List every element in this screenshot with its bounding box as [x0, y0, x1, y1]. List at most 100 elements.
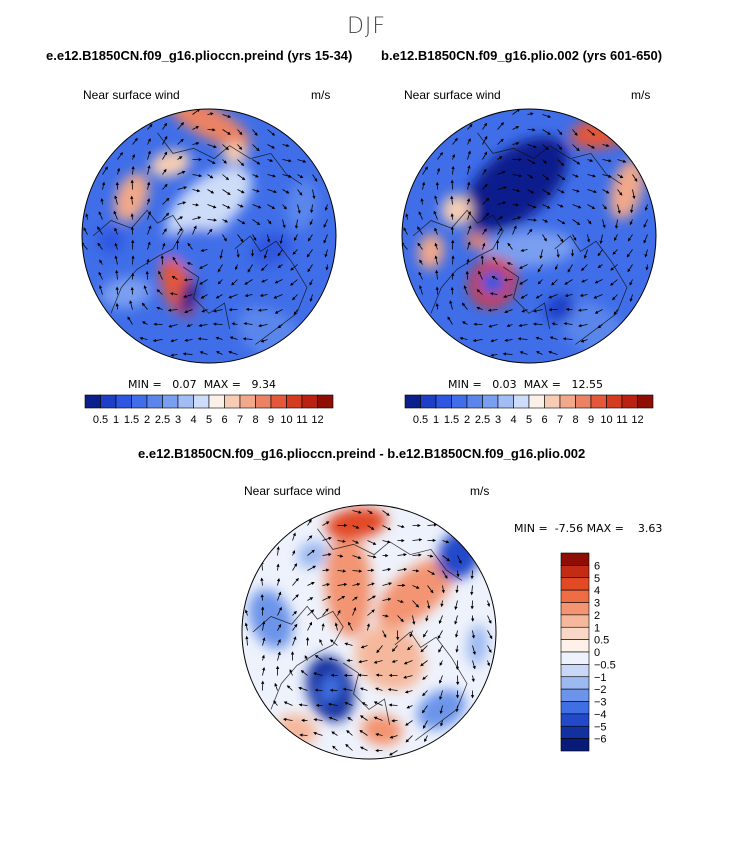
wind-vector-head — [371, 582, 375, 586]
wind-vector-head — [580, 339, 585, 343]
wind-vector-head — [539, 255, 543, 260]
wind-vector-head — [268, 220, 272, 225]
wind-vector-head — [517, 337, 522, 341]
colorbar-swatch — [637, 394, 654, 409]
wind-vector-head — [495, 239, 500, 243]
wind-vector-head — [179, 227, 183, 232]
wind-vector-head — [421, 181, 426, 186]
wind-vector-head — [358, 659, 362, 664]
colorbar-tick-label: 10 — [280, 414, 292, 426]
wind-vector-head — [262, 667, 266, 671]
coastline — [182, 266, 230, 329]
wind-vector-head — [152, 338, 157, 343]
wind-vector-head — [217, 280, 222, 285]
wind-vector-head — [610, 282, 614, 286]
wind-vector-head — [359, 715, 364, 719]
wind-vector-head — [559, 131, 563, 136]
wind-vector-head — [330, 673, 334, 677]
wind-vector-head — [348, 621, 352, 626]
wind-vector-head — [146, 181, 151, 186]
wind-vector-head — [576, 147, 580, 152]
wind-vector-head — [199, 281, 203, 285]
wind-vector-head — [404, 690, 409, 694]
colorbar-swatch — [575, 394, 592, 409]
wind-vector-head — [388, 673, 393, 678]
wind-vector-head — [402, 583, 406, 587]
wind-vector-head — [271, 145, 275, 149]
colorbar-swatch — [420, 394, 437, 409]
colorbar-tick-label: 6 — [594, 560, 600, 572]
wind-vector-head — [200, 295, 205, 299]
wind-vector-head — [292, 532, 296, 536]
wind-vector-head — [608, 159, 612, 163]
colorbar-tick-label: 6 — [221, 414, 227, 426]
wind-vector-head — [530, 112, 534, 116]
wind-vector-head — [311, 582, 315, 585]
wind-vector-head — [520, 248, 524, 252]
wind-vector-head — [485, 212, 490, 217]
wind-vector-head — [294, 225, 299, 229]
map-boundary — [241, 504, 497, 760]
colorbar-swatch — [621, 394, 638, 409]
panel2-max-value: 12.55 — [571, 378, 603, 391]
wind-vector-head — [519, 265, 523, 269]
wind-vector-head — [556, 254, 560, 258]
wind-vector-head — [273, 700, 277, 705]
wind-vector-head — [535, 336, 540, 340]
wind-vector-head — [627, 268, 631, 273]
wind-vector-head — [424, 738, 428, 743]
wind-vector-head — [454, 137, 458, 142]
wind-vector-head — [257, 308, 262, 312]
wind-vector-head — [288, 174, 292, 178]
wind-vector-head — [215, 336, 220, 340]
field-patch — [98, 228, 124, 255]
wind-vector-head — [277, 324, 282, 329]
wind-vector-head — [391, 659, 396, 663]
colorbar-swatch — [560, 651, 590, 665]
wind-vector-head — [597, 264, 602, 269]
wind-vector-head — [565, 307, 570, 311]
wind-vector-head — [470, 591, 474, 596]
wind-vector-head — [354, 596, 358, 600]
wind-vector-head — [313, 672, 317, 676]
wind-vector-head — [228, 350, 232, 354]
wind-vector-head — [466, 258, 470, 262]
wind-vector-head — [292, 251, 296, 255]
wind-vector-head — [283, 717, 287, 722]
wind-vector-head — [213, 144, 217, 149]
wind-vector-head — [469, 123, 473, 128]
wind-vector-head — [309, 221, 313, 226]
wind-vector-head — [127, 316, 131, 320]
wind-vector-head — [619, 175, 624, 179]
wind-vector-head — [455, 708, 459, 713]
wind-vector-head — [276, 546, 280, 550]
wind-vector-head — [435, 302, 439, 307]
wind-vector-head — [417, 226, 421, 230]
wind-vector-head — [324, 207, 328, 211]
wind-vector-head — [470, 606, 474, 610]
panel3-min-label: MIN = — [514, 522, 548, 535]
wind-vector-head — [346, 730, 350, 734]
wind-vector-head — [439, 662, 443, 666]
colorbar-tick-label: 1.5 — [124, 414, 139, 426]
wind-vector-head — [313, 731, 317, 736]
panel2-min-label: MIN = — [448, 378, 482, 391]
wind-vector-head — [529, 175, 534, 179]
colorbar-swatch — [560, 552, 590, 566]
wind-vector-head — [588, 220, 592, 225]
wind-vector-head — [389, 735, 394, 739]
wind-vector-head — [358, 569, 363, 573]
wind-vector-head — [517, 216, 522, 220]
wind-vector-head — [396, 637, 400, 641]
coastline — [157, 132, 303, 185]
wind-vector-head — [158, 270, 162, 275]
colorbar-tick-label: 7 — [557, 414, 563, 426]
wind-vector-head — [145, 270, 149, 275]
colorbar-swatch — [560, 725, 590, 739]
wind-vector-head — [199, 351, 204, 355]
wind-vector-head — [545, 146, 549, 151]
wind-vector-head — [577, 205, 582, 209]
colorbar-swatch — [528, 394, 545, 409]
wind-vector-head — [451, 239, 455, 244]
wind-vector-head — [182, 201, 187, 205]
